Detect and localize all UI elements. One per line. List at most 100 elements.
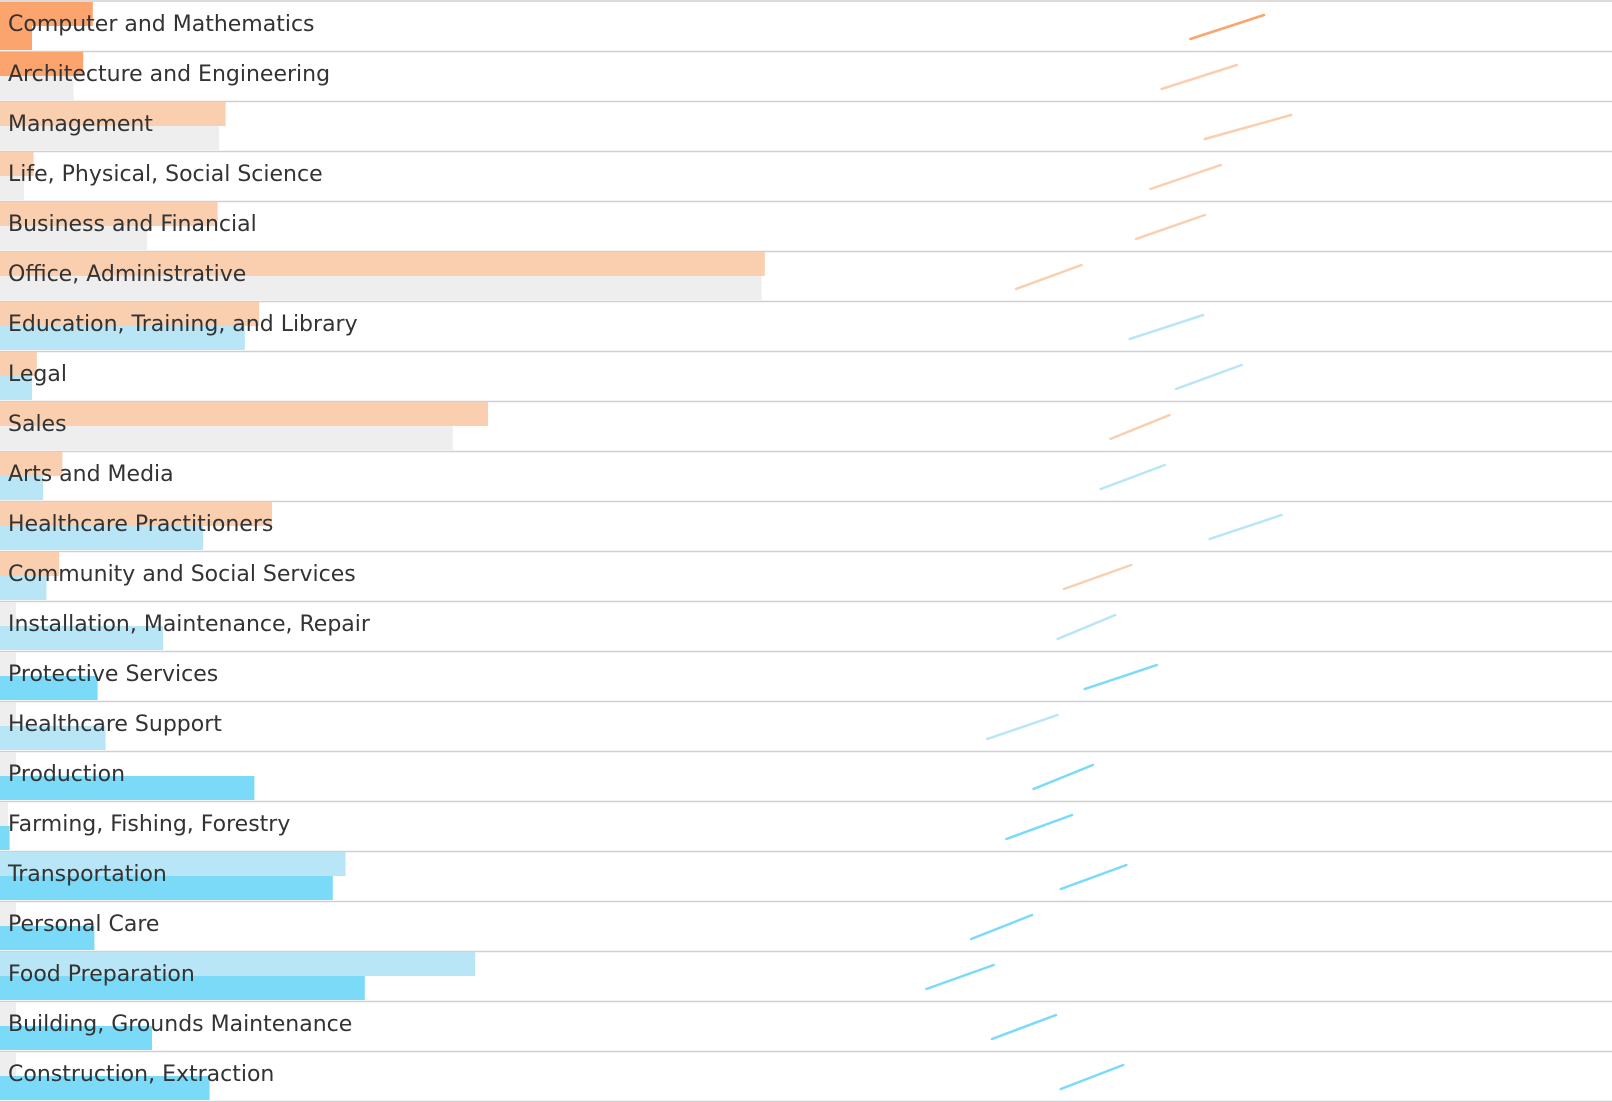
chart-row: Personal Care xyxy=(0,902,1612,953)
bar-series-2 xyxy=(0,1026,152,1050)
slope-mark xyxy=(1062,563,1133,591)
bar-series-2 xyxy=(0,676,98,700)
chart-row: Protective Services xyxy=(0,652,1612,703)
bar-series-2 xyxy=(0,626,164,650)
chart-row: Healthcare Practitioners xyxy=(0,502,1612,553)
slope-mark xyxy=(1059,863,1128,891)
category-label: Protective Services xyxy=(8,662,218,687)
bar-series-1 xyxy=(0,202,218,226)
bar-series-1 xyxy=(0,552,60,576)
slope-mark xyxy=(969,913,1034,941)
chart-row: Building, Grounds Maintenance xyxy=(0,1002,1612,1053)
bar-series-2 xyxy=(0,76,74,100)
chart-row: Construction, Extraction xyxy=(0,1052,1612,1102)
slope-mark xyxy=(1174,363,1243,391)
chart-row: Farming, Fishing, Forestry xyxy=(0,802,1612,853)
category-label: Transportation xyxy=(7,862,167,887)
category-label: Construction, Extraction xyxy=(8,1062,274,1087)
slope-mark xyxy=(1083,663,1159,691)
chart-row: Healthcare Support xyxy=(0,702,1612,753)
slope-mark xyxy=(925,963,995,991)
category-label: Installation, Maintenance, Repair xyxy=(8,612,371,637)
category-label: Arts and Media xyxy=(8,462,174,487)
bar-series-1 xyxy=(0,52,84,76)
bar-series-1 xyxy=(0,952,476,976)
category-label: Food Preparation xyxy=(8,962,195,987)
chart-row: Computer and Mathematics xyxy=(0,2,1612,53)
chart-row: Legal xyxy=(0,352,1612,403)
bar-series-1 xyxy=(0,302,260,326)
bar-series-1 xyxy=(0,602,16,626)
bar-series-1 xyxy=(0,702,16,726)
chart-row: Arts and Media xyxy=(0,452,1612,503)
chart-row: Office, Administrative xyxy=(0,252,1612,303)
chart-row: Community and Social Services xyxy=(0,552,1612,603)
bar-series-1 xyxy=(0,502,272,526)
category-label: Sales xyxy=(8,412,67,437)
category-label: Legal xyxy=(8,362,67,387)
bar-series-2 xyxy=(0,326,245,350)
bar-series-1 xyxy=(0,102,226,126)
bar-series-2 xyxy=(0,426,453,450)
slope-mark xyxy=(1149,163,1223,191)
category-label: Production xyxy=(8,762,125,787)
bar-series-1 xyxy=(0,2,93,26)
bar-series-2 xyxy=(0,976,365,1000)
bar-series-2 xyxy=(0,926,95,950)
bar-series-1 xyxy=(0,252,765,276)
bar-series-1 xyxy=(0,1052,16,1076)
slope-mark xyxy=(1134,213,1207,241)
category-label: Community and Social Services xyxy=(8,562,356,587)
category-label: Personal Care xyxy=(8,912,159,937)
chart-row: Business and Financial xyxy=(0,202,1612,253)
slope-mark xyxy=(1128,313,1205,341)
bar-series-1 xyxy=(0,152,34,176)
slope-mark xyxy=(1014,263,1083,291)
category-label: Building, Grounds Maintenance xyxy=(8,1012,352,1037)
bar-series-2 xyxy=(0,176,24,200)
chart-row: Transportation xyxy=(0,852,1612,903)
chart-row: Education, Training, and Library xyxy=(0,302,1612,353)
bar-series-2 xyxy=(0,876,333,900)
slope-mark xyxy=(1109,413,1171,441)
category-label: Life, Physical, Social Science xyxy=(8,162,323,187)
bar-series-1 xyxy=(0,1002,16,1026)
bar-series-2 xyxy=(0,526,204,550)
category-label: Management xyxy=(8,112,153,137)
bar-series-2 xyxy=(0,26,32,50)
category-label: Healthcare Practitioners xyxy=(8,512,273,537)
slope-mark xyxy=(1056,613,1117,641)
slope-mark xyxy=(1189,13,1266,41)
bar-series-1 xyxy=(0,352,37,376)
chart-row: Production xyxy=(0,752,1612,803)
bar-series-2 xyxy=(0,576,47,600)
category-label: Healthcare Support xyxy=(8,712,222,737)
category-label: Office, Administrative xyxy=(8,262,246,287)
category-label: Computer and Mathematics xyxy=(8,12,315,37)
bar-series-2 xyxy=(0,826,10,850)
bar-series-1 xyxy=(0,402,488,426)
slope-mark xyxy=(1203,113,1293,141)
slope-mark xyxy=(990,1013,1058,1041)
chart-row: Sales xyxy=(0,402,1612,453)
category-label: Farming, Fishing, Forestry xyxy=(8,812,290,837)
category-label: Architecture and Engineering xyxy=(8,62,330,87)
category-label: Education, Training, and Library xyxy=(8,312,358,337)
chart-row: Food Preparation xyxy=(0,952,1612,1003)
bar-series-2 xyxy=(0,776,255,800)
bar-series-2 xyxy=(0,726,106,750)
bar-series-1 xyxy=(0,902,16,926)
slope-mark xyxy=(1059,1063,1125,1091)
bar-series-1 xyxy=(0,452,63,476)
bar-series-2 xyxy=(0,226,148,250)
chart-row: Life, Physical, Social Science xyxy=(0,152,1612,203)
bar-series-2 xyxy=(0,126,220,150)
category-label: Business and Financial xyxy=(8,212,257,237)
bar-series-2 xyxy=(0,276,762,300)
slope-mark xyxy=(1005,813,1074,841)
chart-row: Management xyxy=(0,102,1612,153)
bar-series-1 xyxy=(0,852,346,876)
slope-mark xyxy=(1032,763,1095,791)
bar-series-2 xyxy=(0,376,32,400)
